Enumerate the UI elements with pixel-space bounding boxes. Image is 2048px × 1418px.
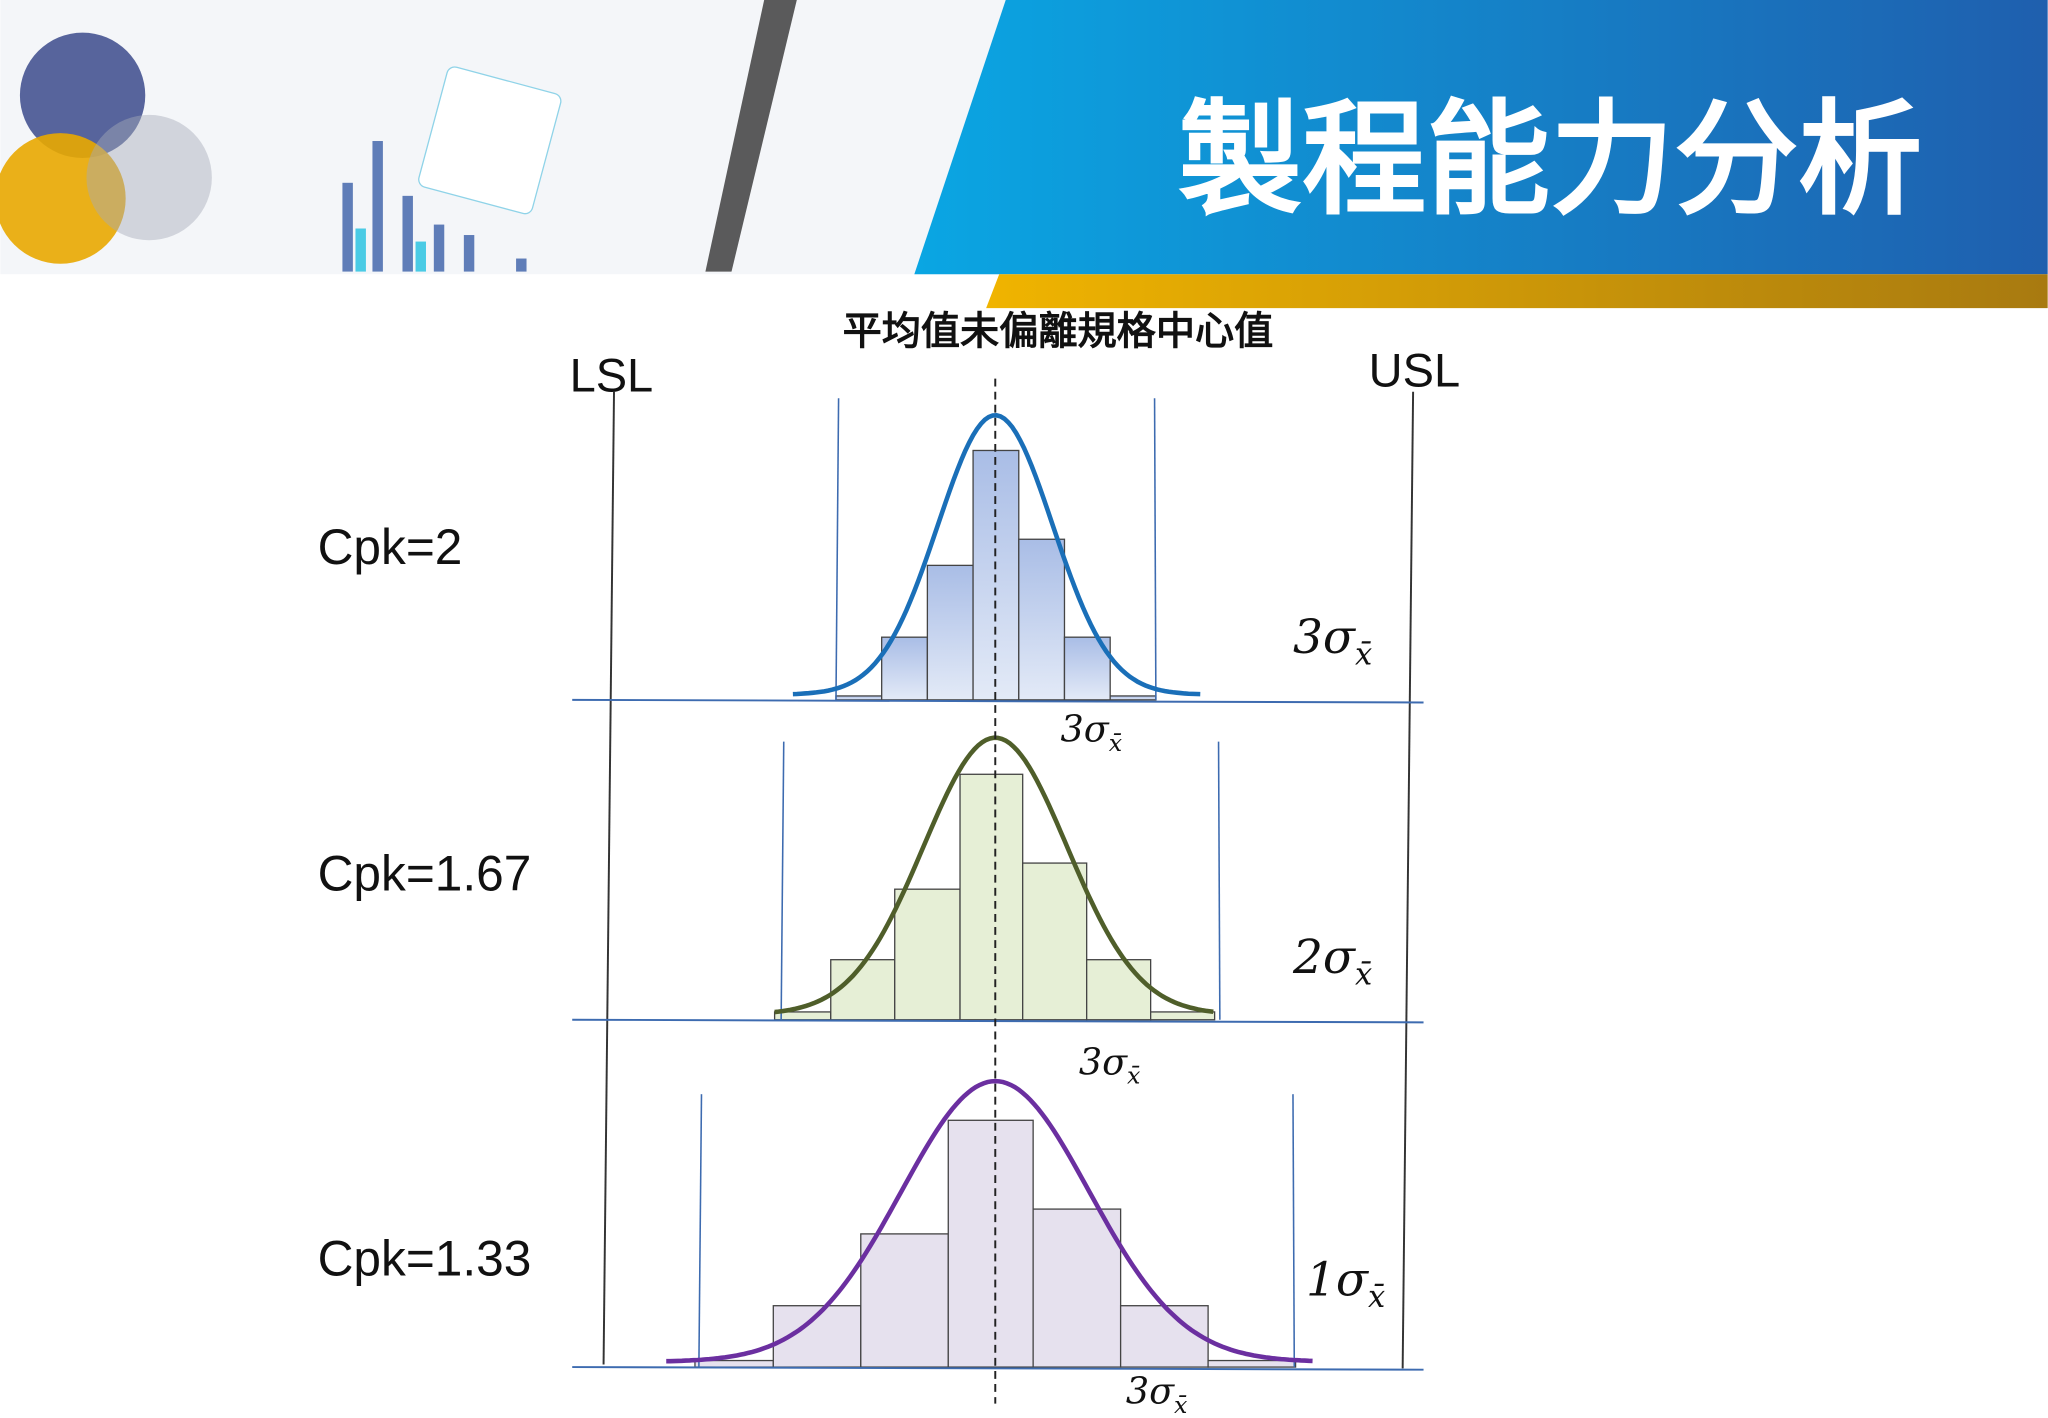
histogram-bar [1119,1305,1209,1368]
sigma-text: 3σ [1293,610,1357,665]
cpk-label: Cpk=1.67 [318,845,532,901]
histogram-bar [1207,1359,1297,1368]
normal-curve [792,413,1201,697]
header-decor [0,0,2048,309]
histogram-bar [947,1119,1034,1368]
baseline [572,1018,1424,1024]
sigma-text: 3σ [1079,1041,1128,1084]
normal-curve [774,735,1214,1015]
spec-line [835,398,840,700]
histogram-bar [1032,1208,1122,1368]
histogram-bar [1018,538,1066,701]
spec-line [780,741,785,1020]
title: 製程能力分析 [1178,91,1922,229]
histogram-bar [959,773,1024,1021]
baseline [572,698,1424,704]
histogram-bar [1086,959,1152,1021]
spec-line [1217,741,1221,1020]
histogram-bar [926,564,974,701]
histogram-bar [860,1233,949,1368]
usl-label: USL [1369,343,1460,396]
subtitle: 平均值未偏離規格中心值 [843,311,1274,354]
sigma-subscript: x̄ [1174,1391,1188,1418]
bottom-label: 3σx̄ [1061,708,1123,757]
sigma-text: 2σ [1292,930,1357,985]
cpk-label: Cpk=1.33 [318,1231,532,1287]
histogram-bar [1022,862,1088,1021]
side-label: 3σx̄ [1293,610,1372,673]
cpk-label: Cpk=2 [318,519,463,575]
bottom-label: 3σx̄ [1126,1370,1188,1418]
histogram-bar [835,695,883,701]
lsl-line [602,391,615,1365]
sigma-text: 3σ [1061,708,1110,751]
histogram-bar [894,888,961,1021]
usl-line [1401,391,1415,1369]
sigma-subscript: x̄ [1355,958,1372,993]
sigma-subscript: x̄ [1127,1062,1141,1090]
sigma-subscript: x̄ [1109,729,1123,757]
sigma-subscript: x̄ [1368,1280,1385,1315]
spec-line [1153,398,1157,700]
spec-line [1292,1094,1296,1368]
side-label: 1σx̄ [1306,1252,1385,1315]
lsl-label: LSL [570,349,654,402]
sigma-text: 1σ [1306,1252,1370,1307]
sigma-subscript: x̄ [1355,638,1372,673]
normal-curve [666,1078,1313,1364]
bottom-label: 3σx̄ [1079,1041,1141,1090]
histogram-bar [1150,1011,1216,1021]
sigma-text: 3σ [1126,1370,1175,1413]
side-label: 2σx̄ [1292,930,1372,993]
spec-line [698,1094,703,1368]
histogram-bar [1109,695,1157,701]
baseline [572,1366,1424,1371]
